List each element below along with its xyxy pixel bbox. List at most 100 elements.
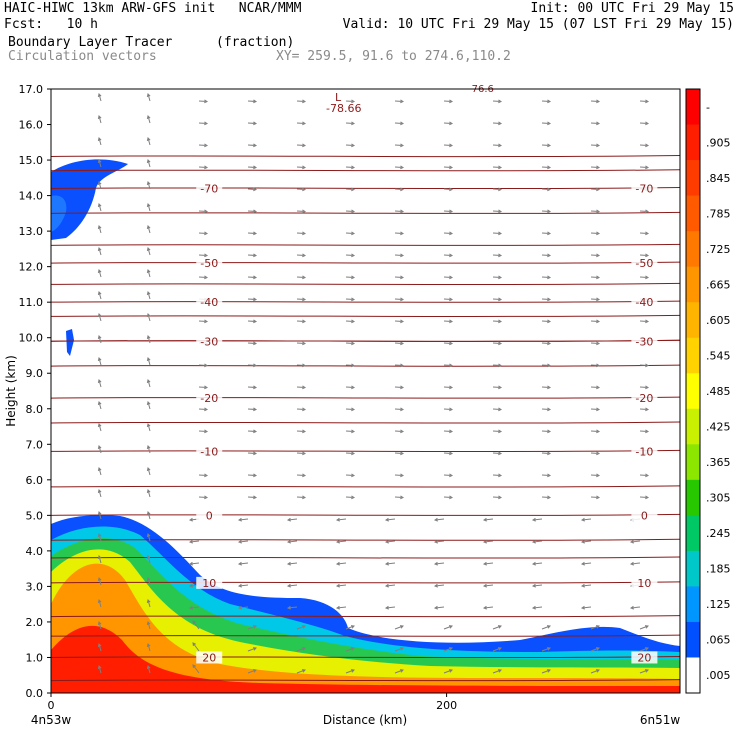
- y-axis: 0.0 1.0 2.0 3.0 4.0 5.0 6.0 7.0 8.0 9.0 10.0 11.0 12…: [19, 83, 51, 700]
- colorbar-swatch: [686, 302, 700, 339]
- circulation-vector: [394, 121, 405, 126]
- colorbar-swatch: [686, 657, 700, 694]
- circulation-vector: [590, 231, 601, 236]
- colorbar-label: .185: [706, 563, 731, 576]
- circulation-vector: [296, 647, 306, 652]
- circulation-vector: [345, 451, 356, 456]
- circulation-vector: [146, 598, 151, 608]
- circulation-vector: [237, 605, 249, 610]
- colorbar-swatch: [686, 586, 700, 623]
- colorbar-swatch: [686, 266, 700, 303]
- circulation-vector: [433, 517, 445, 522]
- circulation-vector: [345, 297, 356, 302]
- circulation-vector: [97, 114, 102, 124]
- circulation-vector: [492, 407, 503, 412]
- x-axis: 0 200: [48, 693, 457, 712]
- circulation-vector: [639, 363, 650, 368]
- circulation-vector: [345, 473, 356, 478]
- circulation-vector: [97, 664, 102, 674]
- circulation-vector: [345, 231, 356, 236]
- circulation-vector: [97, 598, 102, 608]
- contour-label: -40: [200, 296, 218, 309]
- y-tick-label: 3.0: [26, 580, 44, 593]
- circulation-vector: [492, 319, 503, 324]
- circulation-vector: [492, 187, 503, 192]
- circulation-vector: [482, 517, 494, 522]
- circulation-vector: [482, 561, 494, 566]
- circulation-vector: [97, 400, 102, 410]
- field-units: (fraction): [216, 35, 295, 50]
- isotherm-labelled: [51, 655, 680, 659]
- circulation-vector: [146, 158, 151, 168]
- circulation-vector: [590, 121, 601, 126]
- circulation-vector: [247, 363, 258, 368]
- circulation-vector: [296, 495, 307, 500]
- circulation-vector: [345, 341, 356, 346]
- y-tick-label: 14.0: [19, 190, 44, 203]
- circulation-vector: [590, 209, 601, 214]
- circulation-vector: [443, 319, 454, 324]
- circulation-vector: [188, 561, 200, 566]
- contour-label-bg: [196, 651, 223, 664]
- circulation-vector: [188, 605, 200, 610]
- circulation-vector: [97, 180, 102, 190]
- isotherm-labelled: [51, 396, 680, 399]
- circulation-vector: [247, 407, 258, 412]
- colorbar-swatch: [686, 515, 700, 552]
- circulation-vector: [345, 429, 356, 434]
- y-tick-label: 2.0: [26, 616, 44, 629]
- circulation-vector: [335, 561, 347, 566]
- circulation-vector: [541, 647, 551, 652]
- circulation-vector: [97, 268, 102, 278]
- contour-label-bg: [631, 257, 658, 270]
- circulation-vector: [198, 99, 209, 104]
- circulation-vector: [296, 407, 307, 412]
- y-tick-label: 11.0: [19, 296, 44, 309]
- circulation-vector: [146, 180, 151, 190]
- colorbar-swatch: [686, 621, 700, 658]
- circulation-vector: [97, 576, 102, 586]
- circulation-vector: [97, 378, 102, 388]
- circulation-vector: [394, 451, 405, 456]
- circulation-vector: [492, 385, 503, 390]
- field-name: Boundary Layer Tracer: [8, 35, 173, 50]
- colorbar-label: .005: [706, 669, 731, 682]
- colorbar-label: .305: [706, 492, 731, 505]
- circulation-vector: [247, 275, 258, 280]
- y-tick-label: 7.0: [26, 438, 44, 451]
- circulation-vector: [237, 539, 249, 544]
- circulation-vector: [296, 451, 307, 456]
- circulation-vector: [443, 363, 454, 368]
- circulation-vector: [296, 121, 307, 126]
- circulation-vector: [97, 312, 102, 322]
- circulation-vector: [443, 231, 454, 236]
- circulation-vector: [639, 99, 650, 104]
- circulation-vector: [247, 429, 258, 434]
- circulation-vector: [541, 143, 552, 148]
- circulation-vector: [443, 385, 454, 390]
- contour-label-bg: [196, 509, 223, 522]
- circulation-vector: [394, 275, 405, 280]
- circulation-vector: [433, 539, 445, 544]
- circulation-vector: [590, 99, 601, 104]
- circulation-vector: [198, 275, 209, 280]
- circulation-vector: [541, 209, 552, 214]
- circulation-vector: [531, 583, 543, 588]
- colorbar: - .905 .845 .785 .725 .665 .605 .545 .485 .425 .36…: [685, 88, 731, 694]
- circulation-vector: [541, 165, 552, 170]
- circulation-vector: [146, 202, 151, 212]
- circulation-vector: [97, 224, 102, 234]
- circulation-vector: [590, 187, 601, 192]
- circulation-vector: [198, 473, 209, 478]
- circulation-vector: [247, 209, 258, 214]
- circulation-vector: [590, 363, 601, 368]
- circulation-vector: [394, 385, 405, 390]
- y-tick-label: 13.0: [19, 225, 44, 238]
- circulation-vector: [433, 605, 445, 610]
- circulation-vector: [97, 554, 102, 564]
- circulation-vector: [492, 341, 503, 346]
- isotherm: [51, 615, 680, 618]
- circulation-vector: [286, 583, 298, 588]
- colorbar-label: .365: [706, 456, 731, 469]
- circulation-vector: [394, 143, 405, 148]
